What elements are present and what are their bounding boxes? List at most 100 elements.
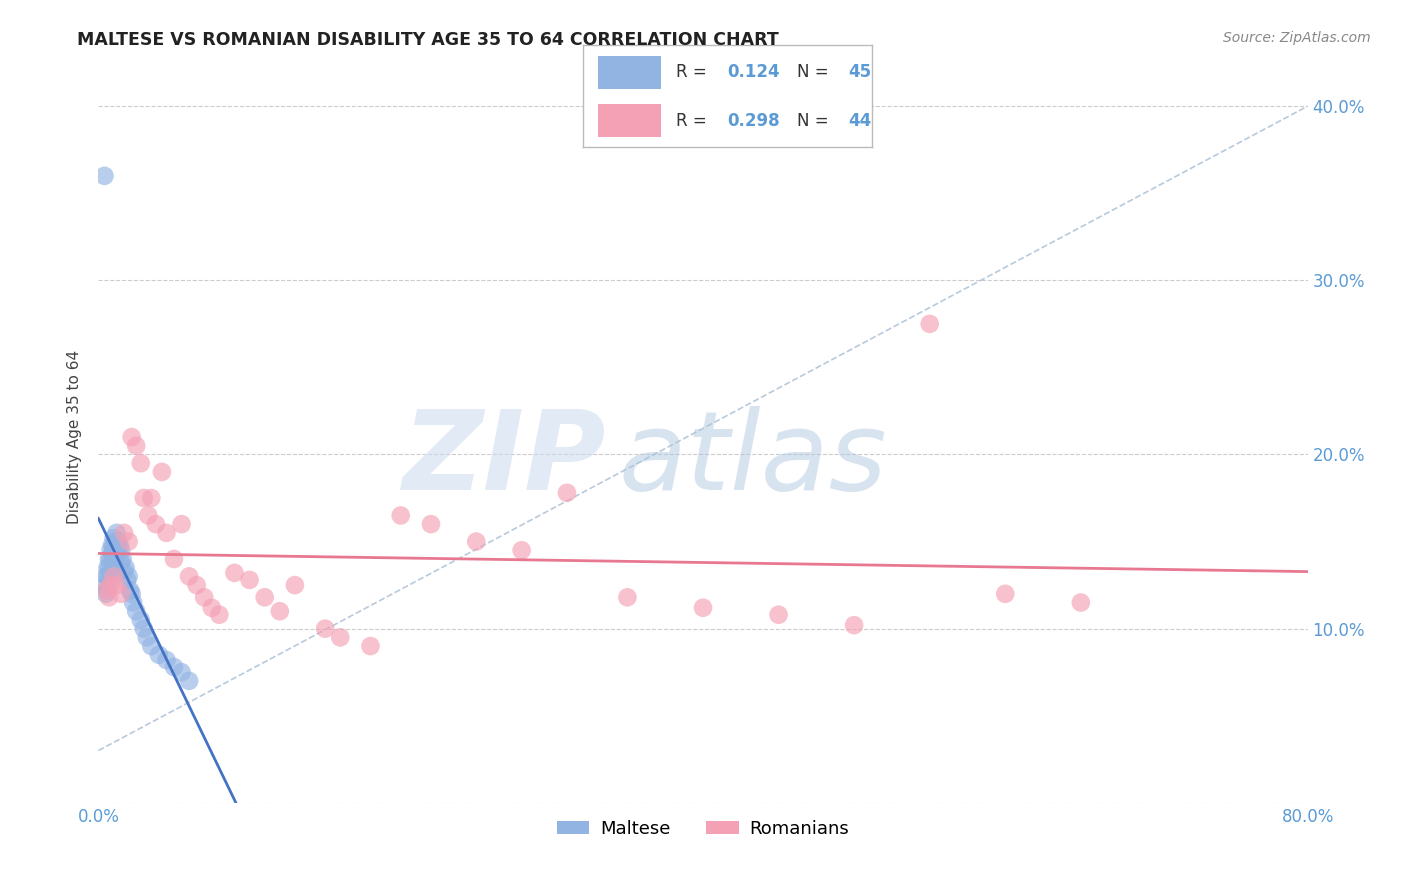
Text: ZIP: ZIP [402,406,606,513]
Text: MALTESE VS ROMANIAN DISABILITY AGE 35 TO 64 CORRELATION CHART: MALTESE VS ROMANIAN DISABILITY AGE 35 TO… [77,31,779,49]
Text: 45: 45 [849,63,872,81]
Point [135,631,157,645]
Point [465,534,488,549]
Legend: Maltese, Romanians: Maltese, Romanians [550,813,856,845]
Text: 0.124: 0.124 [728,63,780,81]
Point [918,317,941,331]
Point [208,607,231,622]
Point [239,573,262,587]
Point [103,569,125,583]
Point [103,540,125,554]
Point [150,465,173,479]
Point [103,552,125,566]
Point [98,560,121,574]
Point [179,673,201,688]
Point [104,534,127,549]
Point [105,578,128,592]
Point [186,578,208,592]
Bar [598,56,661,88]
Point [768,607,790,622]
Text: 44: 44 [849,112,872,129]
Point [136,508,159,523]
Point [510,543,533,558]
Text: N =: N = [797,112,834,129]
Point [98,591,121,605]
Point [96,569,118,583]
Text: Source: ZipAtlas.com: Source: ZipAtlas.com [1223,31,1371,45]
Point [103,531,125,545]
Point [108,538,131,552]
Point [360,639,382,653]
Point [314,622,336,636]
Point [224,566,246,580]
Point [269,604,291,618]
Text: 0.298: 0.298 [728,112,780,129]
Point [420,517,443,532]
Point [141,639,163,653]
Point [145,517,167,532]
Point [170,665,193,680]
Point [125,604,148,618]
Point [120,583,142,598]
Point [105,538,128,552]
Point [141,491,163,505]
Point [132,491,155,505]
Point [121,430,143,444]
Point [110,543,132,558]
Point [104,543,127,558]
Point [114,560,136,574]
Point [94,578,117,592]
Point [193,591,215,605]
Point [96,560,118,574]
Point [155,653,177,667]
Point [94,569,117,583]
Point [155,525,177,540]
Point [179,569,201,583]
Point [253,591,276,605]
Point [132,622,155,636]
Point [994,587,1017,601]
Point [94,583,117,598]
Point [98,552,121,566]
Point [100,566,122,580]
Point [107,547,129,561]
Y-axis label: Disability Age 35 to 64: Disability Age 35 to 64 [67,350,83,524]
Text: R =: R = [676,112,711,129]
Point [163,660,186,674]
Point [94,587,117,601]
Point [148,648,170,662]
Point [129,456,152,470]
Text: atlas: atlas [619,406,887,513]
Point [101,547,124,561]
Point [163,552,186,566]
Point [107,534,129,549]
Point [201,600,224,615]
Point [93,169,115,183]
Point [115,573,138,587]
Point [100,552,122,566]
Point [100,578,122,592]
Text: R =: R = [676,63,711,81]
Point [555,485,578,500]
Point [129,613,152,627]
Point [110,556,132,570]
Point [110,587,132,601]
Point [844,618,866,632]
Point [118,534,141,549]
Point [170,517,193,532]
Bar [598,104,661,137]
Point [121,587,143,601]
Point [105,525,128,540]
Point [1070,595,1092,609]
Point [112,564,135,578]
Point [111,552,134,566]
Point [122,595,145,609]
Text: N =: N = [797,63,834,81]
Point [389,508,412,523]
Point [329,631,352,645]
Point [125,439,148,453]
Point [98,573,121,587]
Point [284,578,307,592]
Point [112,525,135,540]
Point [118,569,141,583]
